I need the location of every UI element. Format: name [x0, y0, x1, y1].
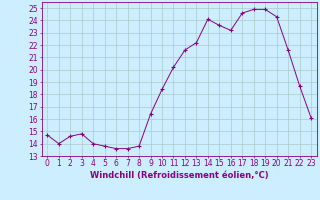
X-axis label: Windchill (Refroidissement éolien,°C): Windchill (Refroidissement éolien,°C)	[90, 171, 268, 180]
